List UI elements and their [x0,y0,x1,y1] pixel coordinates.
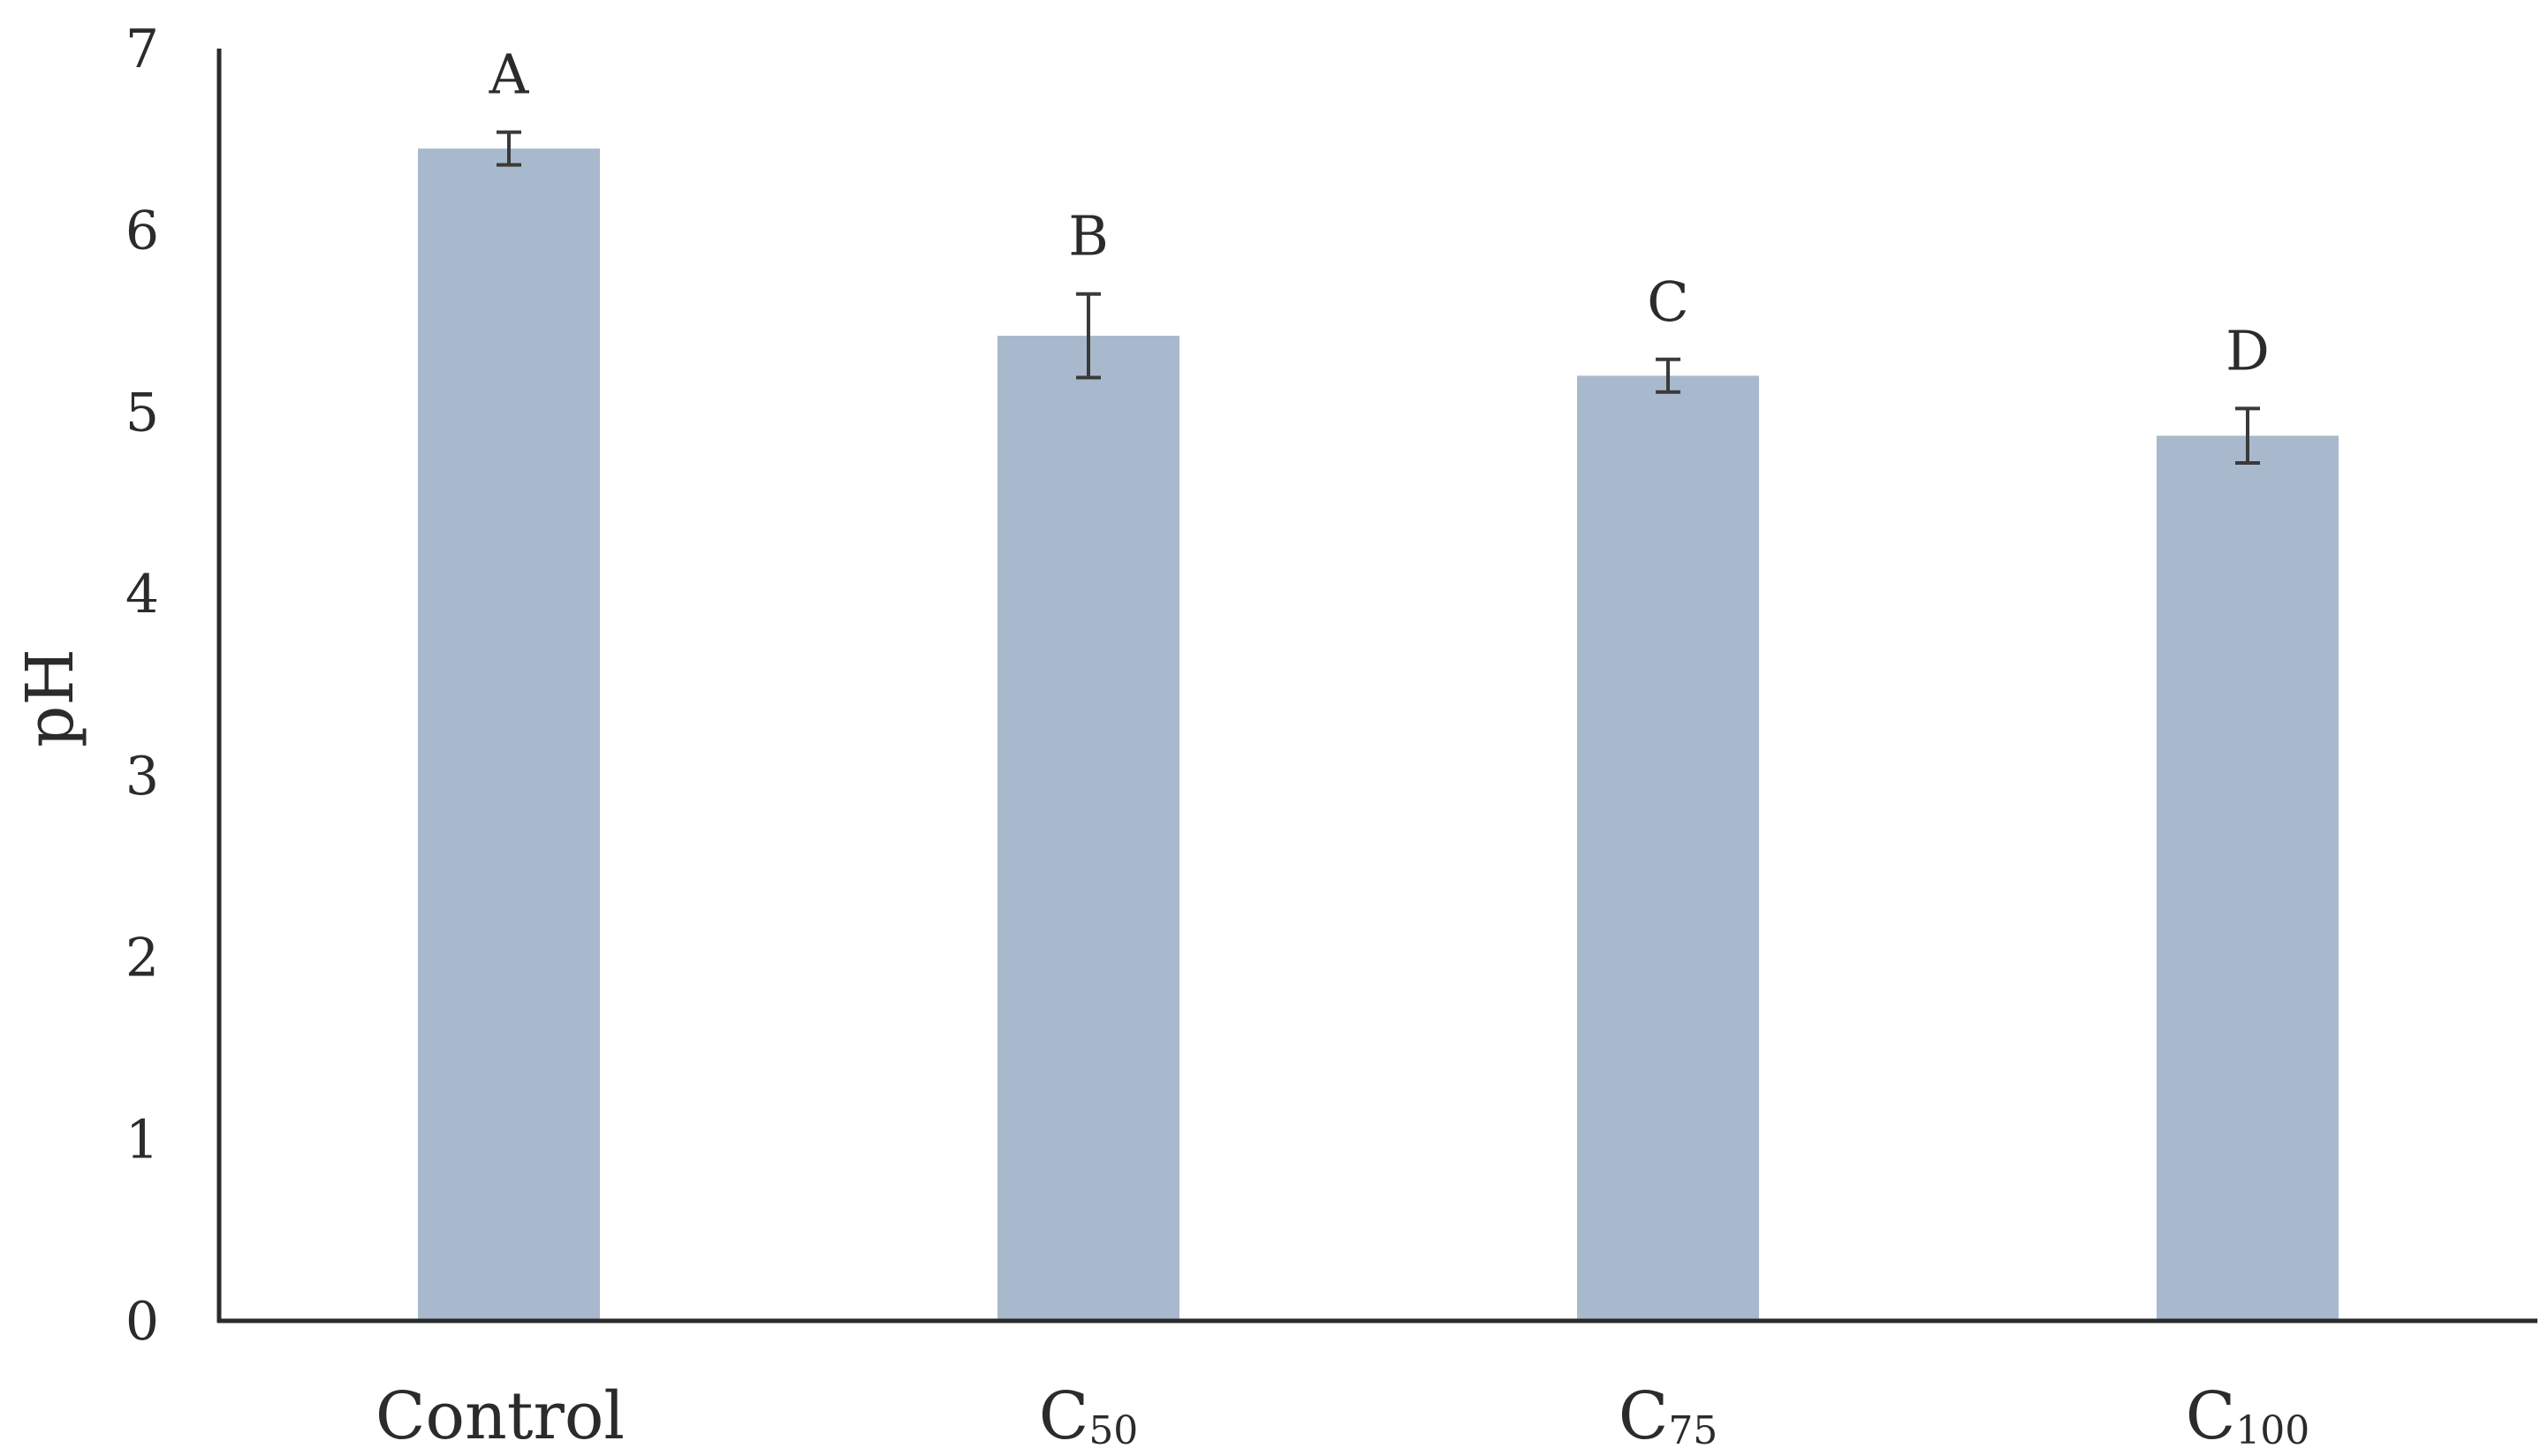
error-bar [497,130,521,167]
significance-letter: B [1068,204,1109,269]
y-tick-label: 1 [125,1109,159,1171]
y-tick-label: 5 [125,382,159,444]
bars-layer [418,148,2339,1322]
category-main: C [1039,1378,1089,1454]
category-main: Control [375,1378,625,1454]
bar [997,336,1179,1321]
category-subscript: 100 [2235,1408,2309,1453]
significance-letter: A [489,42,530,107]
error-bars-layer [497,130,2260,466]
y-tick-label: 6 [125,201,159,262]
y-axis-title: pH [12,648,88,747]
category-subscript: 50 [1088,1408,1138,1453]
y-tick-label: 7 [125,19,159,80]
x-category-label: C50 [1039,1378,1139,1454]
x-category-label: Control [375,1378,625,1454]
y-tick-label: 2 [125,928,159,990]
error-bar [2235,406,2260,466]
bar [2157,436,2339,1322]
y-tick-labels: 0 1 2 3 4 5 6 7 [125,19,159,1353]
significance-letter: D [2226,318,2270,383]
category-main: C [1619,1378,1669,1454]
x-category-label: C75 [1619,1378,1718,1454]
significance-letter: C [1647,269,1688,334]
x-category-label: C100 [2186,1378,2310,1454]
x-category-labels: Control C50 C75 C100 [375,1378,2309,1454]
category-main: C [2186,1378,2236,1454]
category-subscript: 75 [1668,1408,1718,1453]
error-bar [1656,357,1680,394]
error-bar [1076,292,1101,380]
significance-letters-layer: A B C D [489,42,2270,383]
y-tick-label: 0 [125,1291,159,1353]
bar [1577,375,1759,1322]
y-tick-label: 4 [125,564,159,626]
bar [418,148,600,1322]
y-tick-label: 3 [125,746,159,808]
